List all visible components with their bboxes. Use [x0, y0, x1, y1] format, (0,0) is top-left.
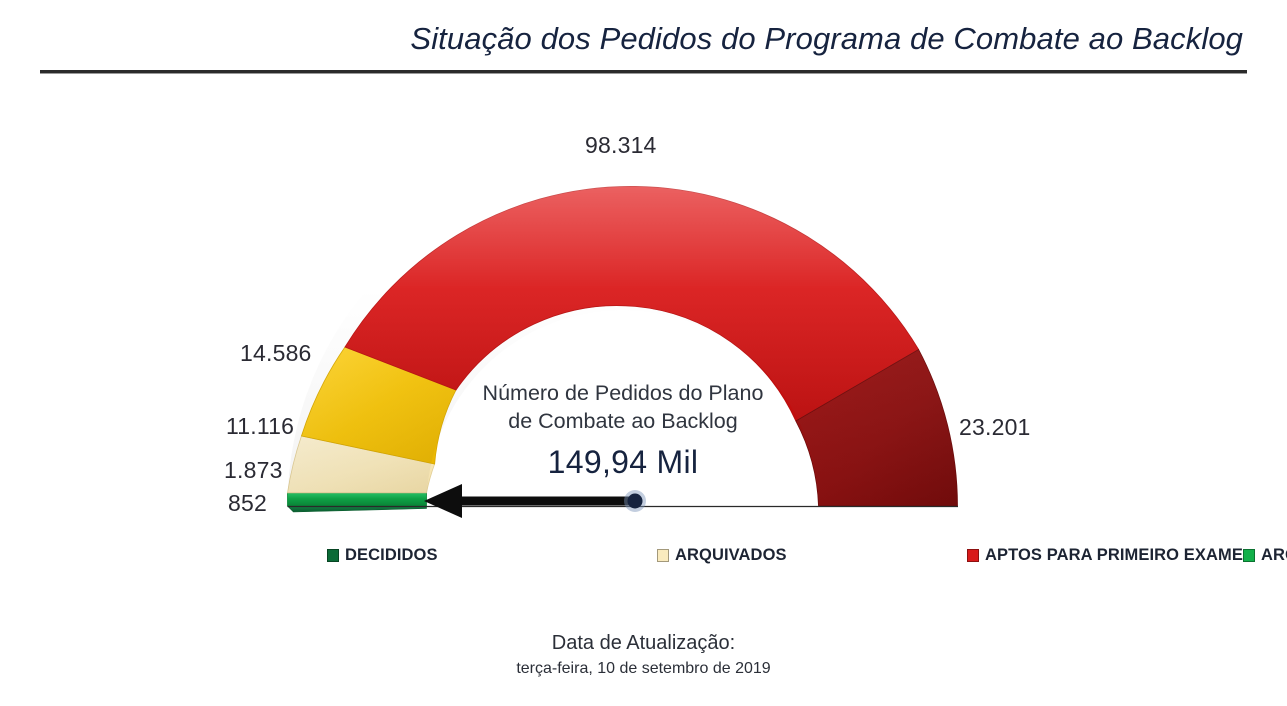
legend-item-aptos-primeiro-exame[interactable]: APTOS PARA PRIMEIRO EXAME [967, 544, 1243, 566]
gauge-label-decididos: 852 [228, 490, 267, 517]
gauge-label-aptos-primeiro-exame: 98.314 [585, 132, 657, 159]
gauge-label-em-exame-tecnico: 14.586 [240, 340, 312, 367]
legend-label: DECIDIDOS [345, 546, 438, 565]
chart-legend: DECIDIDOS ARQUIVADOS APTOS PARA PRIMEIRO… [327, 544, 967, 566]
page-title: Situação dos Pedidos do Programa de Comb… [410, 21, 1243, 57]
legend-label: ARQUIVADOS DEFINITIVAMENTE [1261, 546, 1287, 565]
gauge-svg [0, 96, 1287, 536]
gauge-label-etapa-formal-anvisa: 23.201 [959, 414, 1031, 441]
header: Situação dos Pedidos do Programa de Comb… [0, 0, 1287, 86]
legend-swatch-icon [1243, 549, 1255, 562]
gauge-label-arquivados-definitivamente: 1.873 [224, 457, 283, 484]
gauge-label-arquivados: 11.116 [226, 413, 294, 440]
update-title: Data de Atualização: [0, 630, 1287, 657]
gauge-segment-arquivados-definitivamente [288, 493, 427, 506]
gauge-needle-pivot [624, 490, 646, 512]
update-date: terça-feira, 10 de setembro de 2019 [0, 657, 1287, 681]
legend-label: ARQUIVADOS [675, 546, 787, 565]
gauge-chart: 98.314 23.201 14.586 11.116 1.873 852 Nú… [0, 96, 1287, 536]
legend-swatch-icon [327, 549, 339, 562]
legend-label: APTOS PARA PRIMEIRO EXAME [985, 546, 1243, 565]
legend-item-arquivados-definitivamente[interactable]: ARQUIVADOS DEFINITIVAMENTE [1243, 544, 1287, 566]
title-divider [40, 70, 1247, 74]
footer: Data de Atualização: terça-feira, 10 de … [0, 630, 1287, 681]
legend-item-decididos[interactable]: DECIDIDOS [327, 544, 657, 566]
legend-swatch-icon [967, 549, 979, 562]
legend-swatch-icon [657, 549, 669, 562]
legend-item-arquivados[interactable]: ARQUIVADOS [657, 544, 967, 566]
gauge-needle [424, 484, 634, 518]
